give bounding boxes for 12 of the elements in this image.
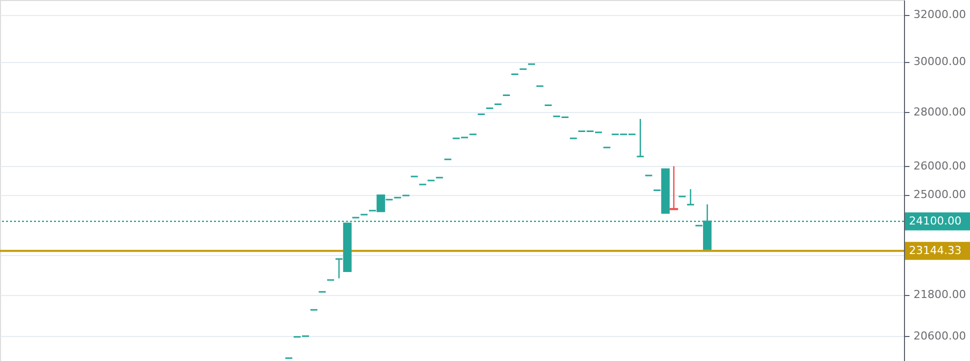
y-tick-label: 30000.00	[914, 55, 966, 68]
y-tick-label: 32000.00	[914, 8, 966, 22]
ref-line-label: 24100.00	[909, 214, 962, 228]
ref-line-label: 23144.33	[909, 244, 962, 257]
candlestick	[636, 118, 645, 158]
y-tick-label: 26000.00	[914, 160, 966, 173]
candlestick	[670, 166, 678, 210]
y-tick-label: 28000.00	[914, 106, 966, 119]
y-tick-label: 20600.00	[914, 329, 966, 342]
y-tick-label: 21800.00	[914, 288, 966, 302]
candlestick	[686, 188, 695, 206]
y-tick-label: 25000.00	[914, 188, 966, 202]
